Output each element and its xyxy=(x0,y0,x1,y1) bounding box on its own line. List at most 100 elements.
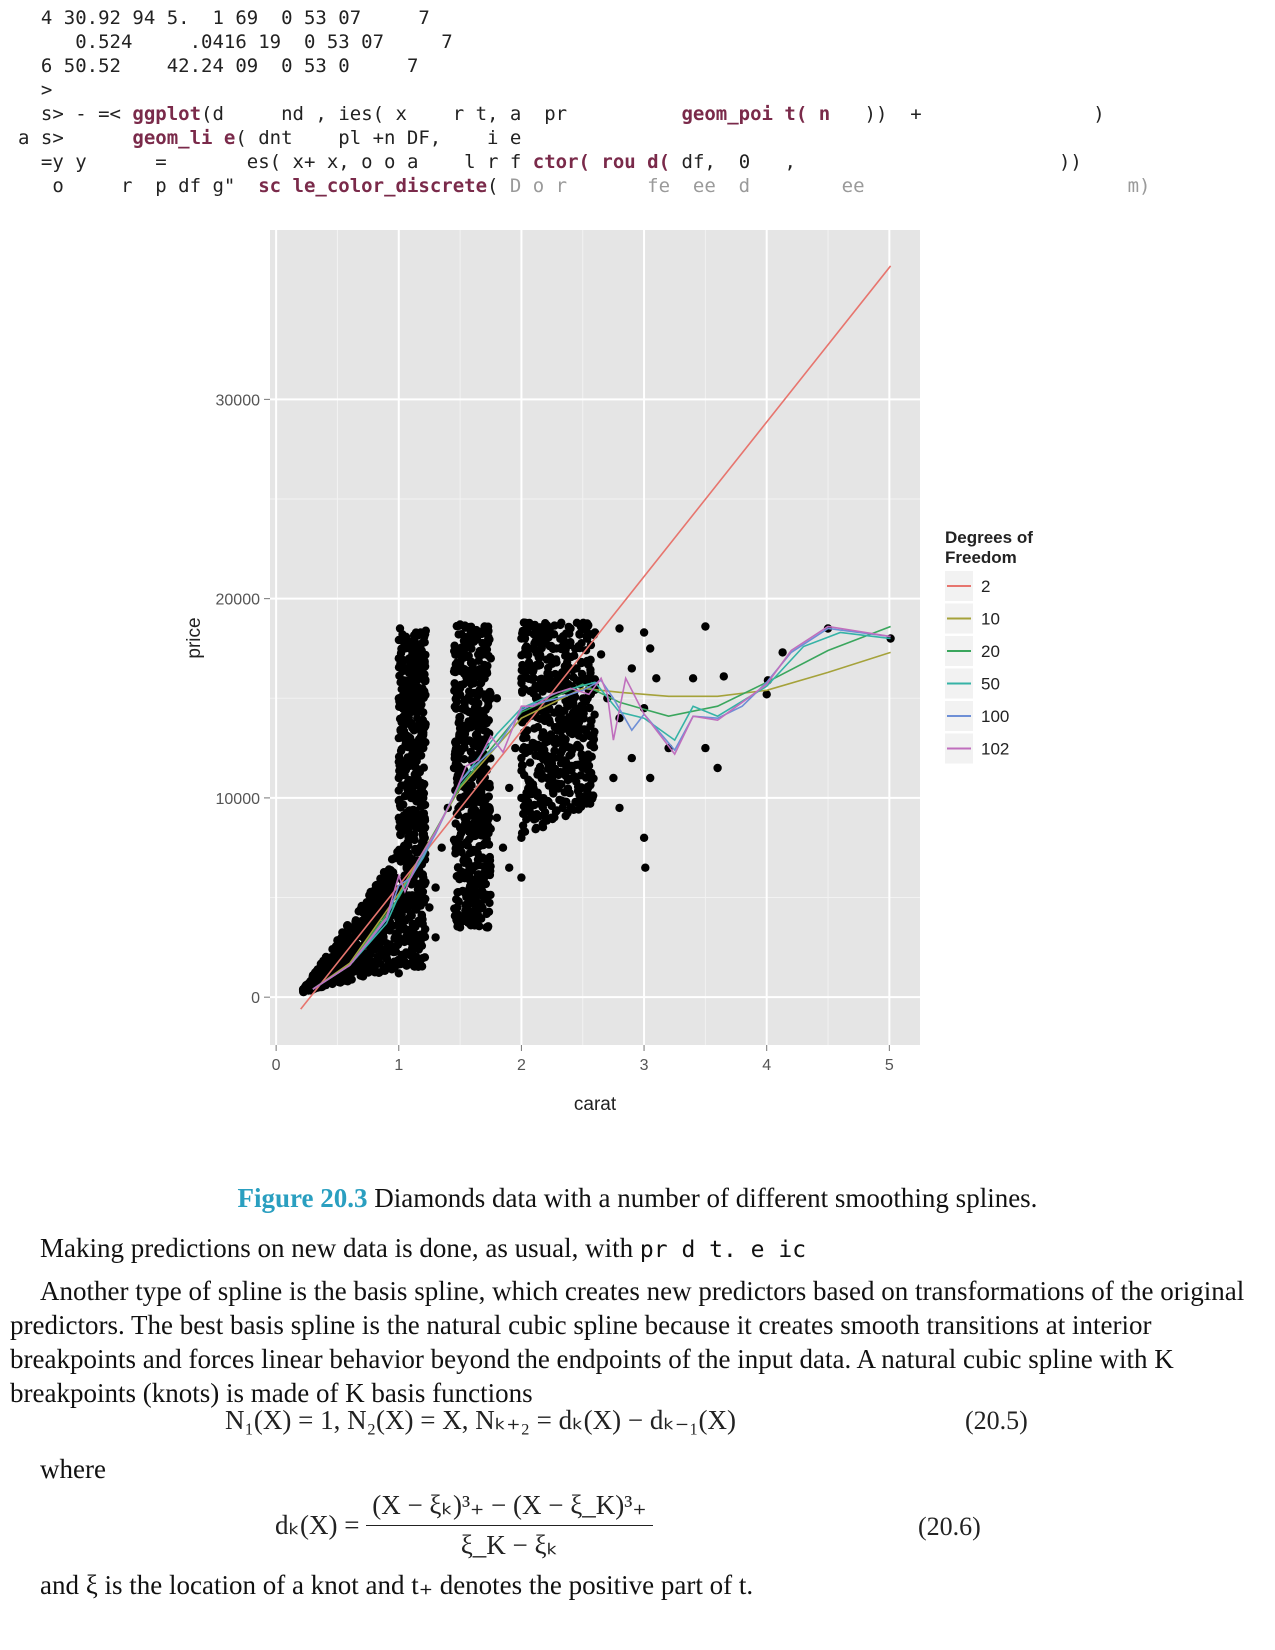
data-point xyxy=(627,753,636,763)
data-point xyxy=(561,770,570,779)
data-point xyxy=(545,678,554,687)
data-point xyxy=(396,803,405,812)
data-point xyxy=(416,919,425,928)
data-point xyxy=(452,895,461,904)
data-point xyxy=(646,773,655,783)
legend: Degrees of Freedom 2 10 20 50 100 102 xyxy=(945,528,1033,764)
data-point xyxy=(701,622,710,631)
data-point xyxy=(460,755,469,764)
data-point xyxy=(543,626,552,635)
data-point xyxy=(410,770,419,779)
data-point xyxy=(395,936,404,945)
data-point xyxy=(389,947,398,957)
data-point xyxy=(462,725,471,734)
data-point xyxy=(418,684,427,693)
data-point xyxy=(778,648,787,657)
code-token: > xyxy=(40,79,53,101)
data-point xyxy=(467,866,476,875)
data-point xyxy=(574,731,583,740)
legend-title-line2: Freedom xyxy=(945,548,1017,567)
paragraph-predictions-text: Making predictions on new data is done, … xyxy=(40,1233,640,1263)
data-point xyxy=(646,644,655,653)
data-point xyxy=(555,753,565,763)
data-point xyxy=(355,961,364,970)
data-point xyxy=(404,841,413,850)
spline-line-df-50 xyxy=(312,631,891,990)
data-point xyxy=(484,651,493,661)
data-point xyxy=(460,645,469,654)
data-point xyxy=(407,911,416,920)
data-point xyxy=(450,750,460,759)
data-point xyxy=(408,723,417,732)
data-point xyxy=(394,733,403,743)
data-point xyxy=(464,890,474,899)
data-point xyxy=(531,636,540,646)
y-tick-label: 0 xyxy=(251,990,260,1007)
data-point xyxy=(529,739,538,748)
data-point xyxy=(535,623,545,632)
data-point xyxy=(485,729,494,738)
equation-20-6-denominator: ξ_K − ξₖ xyxy=(460,1530,559,1560)
data-point xyxy=(517,678,526,688)
data-point xyxy=(417,880,426,890)
data-point xyxy=(420,659,429,669)
data-point xyxy=(401,916,410,925)
data-point xyxy=(615,803,624,813)
data-point xyxy=(544,797,553,807)
data-point xyxy=(563,700,572,709)
code-token: ggplot xyxy=(132,103,202,125)
data-point xyxy=(519,802,529,811)
data-point xyxy=(410,676,419,686)
data-point xyxy=(455,802,465,811)
data-point xyxy=(485,852,494,862)
data-point xyxy=(425,903,434,912)
data-point xyxy=(411,690,420,699)
data-point xyxy=(312,968,321,977)
code-token: 4 30.92 94 5. 1 69 0 53 07 7 xyxy=(40,7,430,29)
data-point xyxy=(719,672,728,681)
data-point xyxy=(583,782,592,791)
data-point xyxy=(477,787,486,797)
data-point xyxy=(387,855,397,864)
data-point xyxy=(419,829,428,838)
y-axis-label: price xyxy=(184,617,205,658)
data-point xyxy=(461,900,470,910)
equation-20-6: dₖ(X) = (X − ξₖ)³₊ − (X − ξ_K)³₊ ξ_K − ξ… xyxy=(275,1490,653,1561)
data-point xyxy=(639,628,649,637)
data-point xyxy=(577,658,586,668)
data-point xyxy=(573,724,583,733)
data-point xyxy=(470,846,479,855)
code-line: a s> geom_li e( dnt pl +n DF, i e xyxy=(18,126,521,150)
data-point xyxy=(573,740,582,750)
data-point xyxy=(413,650,423,659)
data-point xyxy=(386,873,395,882)
data-point xyxy=(523,628,532,637)
data-point xyxy=(396,746,406,756)
data-point xyxy=(576,771,585,780)
data-point xyxy=(404,775,414,785)
data-point xyxy=(478,903,487,912)
data-point xyxy=(394,796,403,805)
data-point xyxy=(396,830,405,840)
data-point xyxy=(475,686,484,695)
data-point xyxy=(520,634,530,643)
data-point xyxy=(457,848,466,857)
data-point xyxy=(408,643,418,652)
code-token: ( xyxy=(487,175,499,197)
data-point xyxy=(464,857,473,867)
data-point xyxy=(456,690,465,699)
data-point xyxy=(483,892,492,901)
data-point xyxy=(398,703,408,713)
data-point xyxy=(354,907,363,916)
code-token: geom_li e xyxy=(132,127,236,149)
data-point xyxy=(541,738,550,747)
data-point xyxy=(518,688,527,697)
data-point xyxy=(473,723,483,732)
data-point xyxy=(419,728,428,737)
data-point xyxy=(400,712,409,721)
data-point xyxy=(467,781,476,790)
data-point xyxy=(466,747,476,756)
data-point xyxy=(550,746,559,755)
data-point xyxy=(556,718,565,728)
data-point xyxy=(403,848,413,857)
